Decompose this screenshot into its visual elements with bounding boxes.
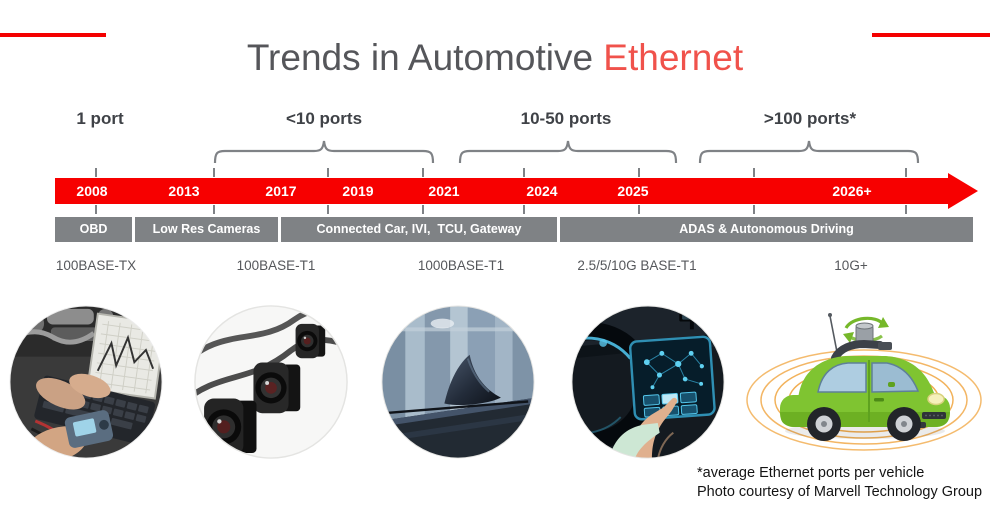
year-label-2017: 2017 (265, 183, 297, 199)
footnote-average-ports: *average Ethernet ports per vehicle (697, 465, 925, 481)
standard-100base-t1: 100BASE-T1 (236, 258, 316, 273)
standard-100base-tx: 100BASE-TX (55, 258, 137, 273)
year-label-2025: 2025 (617, 183, 649, 199)
year-label-2013: 2013 (168, 183, 200, 199)
tick-upper (638, 168, 640, 177)
tick-lower (753, 205, 755, 214)
top-left-accent-line (0, 33, 106, 37)
tick-lower (638, 205, 640, 214)
obd-diagnostics-photo (8, 303, 164, 461)
top-right-accent-line (872, 33, 990, 37)
tick-lower (523, 205, 525, 214)
brace-10-50-ports (458, 139, 678, 163)
port-group-label-gt100: >100 ports* (763, 109, 857, 128)
shark-fin-antenna-photo (380, 303, 536, 461)
footnote-photo-credit: Photo courtesy of Marvell Technology Gro… (697, 484, 983, 500)
phase-bar-adas: ADAS & Autonomous Driving (560, 217, 973, 242)
port-group-label-10-50: 10-50 ports (520, 109, 612, 128)
year-label-2026plus: 2026+ (832, 183, 872, 199)
port-group-label-lt10: <10 ports (285, 109, 363, 128)
tick-upper (753, 168, 755, 177)
page-title-highlight: Ethernet (603, 36, 744, 78)
phase-bar-obd: OBD (55, 217, 132, 242)
standard-1000base-t1: 1000BASE-T1 (417, 258, 505, 273)
page-title-prefix: Trends in Automotive (246, 36, 604, 78)
tick-upper (905, 168, 907, 177)
tick-upper (95, 168, 97, 177)
tick-lower (422, 205, 424, 214)
tick-lower (905, 205, 907, 214)
standard-10g-plus: 10G+ (834, 258, 868, 273)
tick-upper (422, 168, 424, 177)
low-res-cameras-photo (193, 303, 349, 461)
timeline-arrowhead (948, 173, 978, 209)
tick-upper (327, 168, 329, 177)
tick-upper (523, 168, 525, 177)
year-label-2024: 2024 (526, 183, 558, 199)
page-title: Trends in Automotive Ethernet (0, 37, 990, 79)
phase-bar-low-res-cameras: Low Res Cameras (135, 217, 278, 242)
timeline-arrow-bar (55, 178, 950, 204)
brace-lt10-ports (213, 139, 435, 163)
brace-gt100-ports (698, 139, 920, 163)
year-label-2019: 2019 (342, 183, 374, 199)
standard-multi-gig-base-t1: 2.5/5/10G BASE-T1 (577, 258, 697, 273)
tick-lower (95, 205, 97, 214)
phase-bar-connected-car: Connected Car, IVI, TCU, Gateway (281, 217, 557, 242)
port-group-label-1port: 1 port (76, 109, 124, 128)
tick-upper (213, 168, 215, 177)
year-label-2008: 2008 (76, 183, 108, 199)
tick-lower (327, 205, 329, 214)
infotainment-dashboard-photo (570, 303, 726, 461)
autonomous-car-illustration (740, 300, 985, 465)
tick-lower (213, 205, 215, 214)
year-label-2021: 2021 (428, 183, 460, 199)
